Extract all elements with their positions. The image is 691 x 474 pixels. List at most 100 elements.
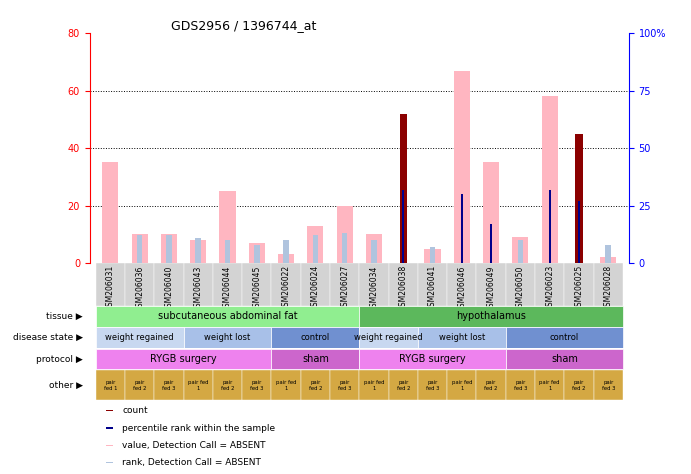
- Text: GSM206031: GSM206031: [106, 265, 115, 311]
- Text: sham: sham: [551, 354, 578, 364]
- Bar: [249, 243, 265, 263]
- Bar: [95, 370, 125, 400]
- Text: pair
fed 2: pair fed 2: [397, 380, 410, 391]
- Text: GSM206045: GSM206045: [252, 265, 261, 311]
- Bar: [154, 370, 184, 400]
- Bar: [359, 370, 388, 400]
- Bar: [399, 114, 407, 263]
- Bar: [424, 249, 441, 263]
- Bar: [418, 370, 447, 400]
- Text: RYGB surgery: RYGB surgery: [399, 354, 466, 364]
- Text: GSM206040: GSM206040: [164, 265, 173, 311]
- Bar: [490, 224, 492, 263]
- Text: pair
fed 2: pair fed 2: [309, 380, 322, 391]
- Bar: [196, 238, 201, 263]
- Bar: [330, 263, 359, 306]
- Text: GSM206046: GSM206046: [457, 265, 466, 311]
- Text: pair
fed 2: pair fed 2: [133, 380, 146, 391]
- Bar: [506, 263, 535, 306]
- Text: pair
fed 3: pair fed 3: [338, 380, 351, 391]
- Text: GSM206043: GSM206043: [193, 265, 202, 311]
- Text: GSM206034: GSM206034: [370, 265, 379, 311]
- Text: pair
fed 2: pair fed 2: [572, 380, 586, 391]
- Text: protocol ▶: protocol ▶: [36, 355, 83, 364]
- Text: weight lost: weight lost: [439, 333, 485, 342]
- Text: GSM206025: GSM206025: [574, 265, 583, 311]
- Bar: [542, 96, 558, 263]
- Bar: [184, 370, 213, 400]
- Bar: [477, 370, 506, 400]
- Bar: [106, 445, 113, 446]
- Text: GSM206036: GSM206036: [135, 265, 144, 311]
- Bar: [125, 370, 154, 400]
- Text: GSM206041: GSM206041: [428, 265, 437, 311]
- Bar: [272, 349, 359, 369]
- Bar: [371, 240, 377, 263]
- Text: weight regained: weight regained: [354, 333, 423, 342]
- Bar: [95, 263, 125, 306]
- Bar: [461, 194, 463, 263]
- Bar: [578, 201, 580, 263]
- Bar: [605, 245, 611, 263]
- Bar: [388, 263, 418, 306]
- Text: GSM206049: GSM206049: [486, 265, 495, 311]
- Bar: [272, 370, 301, 400]
- Text: disease state ▶: disease state ▶: [13, 333, 83, 342]
- Bar: [359, 263, 388, 306]
- Text: subcutaneous abdominal fat: subcutaneous abdominal fat: [158, 311, 297, 321]
- Text: pair fed
1: pair fed 1: [276, 380, 296, 391]
- Bar: [359, 306, 623, 327]
- Text: percentile rank within the sample: percentile rank within the sample: [122, 424, 275, 432]
- Bar: [220, 191, 236, 263]
- Bar: [565, 263, 594, 306]
- Text: GSM206028: GSM206028: [604, 265, 613, 311]
- Text: GSM206023: GSM206023: [545, 265, 554, 311]
- Bar: [594, 370, 623, 400]
- Bar: [447, 370, 477, 400]
- Text: pair
fed 3: pair fed 3: [250, 380, 263, 391]
- Text: pair fed
1: pair fed 1: [540, 380, 560, 391]
- Bar: [161, 234, 177, 263]
- Text: hypothalamus: hypothalamus: [456, 311, 526, 321]
- Bar: [454, 71, 470, 263]
- Text: GSM206022: GSM206022: [282, 265, 291, 311]
- Bar: [359, 328, 418, 348]
- Bar: [278, 255, 294, 263]
- Bar: [506, 328, 623, 348]
- Bar: [125, 263, 154, 306]
- Bar: [272, 263, 301, 306]
- Text: rank, Detection Call = ABSENT: rank, Detection Call = ABSENT: [122, 458, 261, 467]
- Bar: [131, 234, 148, 263]
- Bar: [512, 237, 529, 263]
- Bar: [106, 462, 113, 463]
- Bar: [565, 370, 594, 400]
- Text: pair
fed 2: pair fed 2: [220, 380, 234, 391]
- Bar: [102, 163, 118, 263]
- Bar: [342, 233, 348, 263]
- Bar: [576, 134, 583, 263]
- Bar: [301, 263, 330, 306]
- Bar: [184, 263, 213, 306]
- Text: GSM206038: GSM206038: [399, 265, 408, 311]
- Text: pair
fed 1: pair fed 1: [104, 380, 117, 391]
- Text: GSM206044: GSM206044: [223, 265, 232, 311]
- Text: weight regained: weight regained: [105, 333, 174, 342]
- Text: pair
fed 3: pair fed 3: [602, 380, 615, 391]
- Bar: [106, 410, 113, 411]
- Bar: [600, 257, 616, 263]
- Bar: [154, 263, 184, 306]
- Text: pair fed
1: pair fed 1: [452, 380, 472, 391]
- Bar: [225, 240, 230, 263]
- Text: GSM206050: GSM206050: [516, 265, 525, 311]
- Text: RYGB surgery: RYGB surgery: [150, 354, 217, 364]
- Text: pair
fed 3: pair fed 3: [513, 380, 527, 391]
- Text: GSM206027: GSM206027: [340, 265, 349, 311]
- Text: GDS2956 / 1396744_at: GDS2956 / 1396744_at: [171, 19, 316, 32]
- Text: pair fed
1: pair fed 1: [188, 380, 209, 391]
- Bar: [388, 370, 418, 400]
- Bar: [506, 370, 535, 400]
- Text: pair fed
1: pair fed 1: [363, 380, 384, 391]
- Bar: [254, 245, 260, 263]
- Text: other ▶: other ▶: [49, 381, 83, 390]
- Text: pair
fed 3: pair fed 3: [162, 380, 176, 391]
